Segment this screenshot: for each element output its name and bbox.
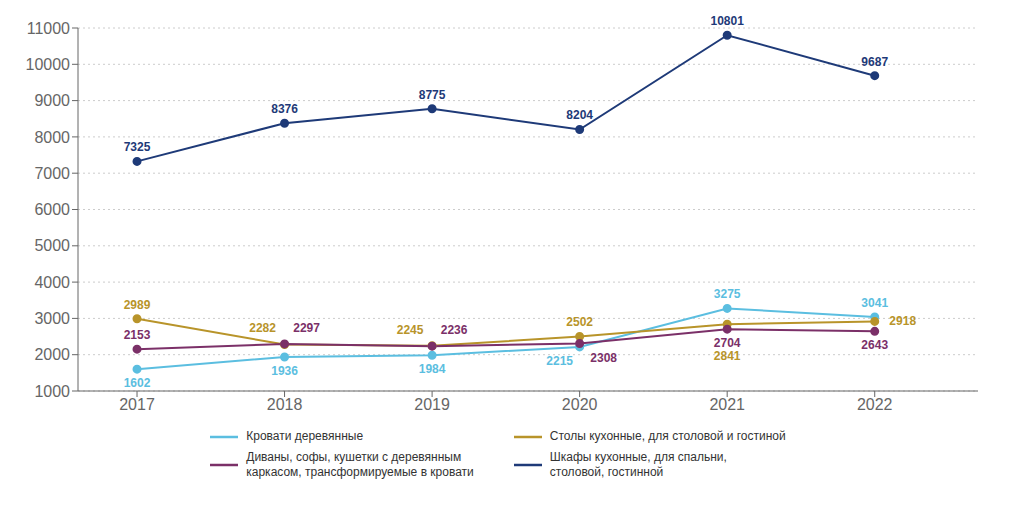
svg-text:2021: 2021 [709, 396, 745, 413]
svg-text:2236: 2236 [441, 323, 468, 337]
svg-text:2020: 2020 [562, 396, 598, 413]
html-text:Диваны, софы, кушетки с деревя: Диваны, софы, кушетки с деревянным карка… [246, 450, 474, 479]
html-text:Шкафы кухонные, для спальни, с: Шкафы кухонные, для спальни, столовой, г… [549, 450, 727, 479]
svg-text:8376: 8376 [271, 102, 298, 116]
svg-text:2017: 2017 [119, 396, 155, 413]
svg-text:2282: 2282 [249, 321, 276, 335]
svg-text:2308: 2308 [590, 351, 617, 365]
svg-text:2245: 2245 [397, 323, 424, 337]
svg-text:2022: 2022 [857, 396, 893, 413]
svg-text:6000: 6000 [34, 201, 70, 218]
svg-text:2704: 2704 [714, 336, 741, 350]
svg-text:5000: 5000 [34, 237, 70, 254]
svg-text:2989: 2989 [124, 298, 151, 312]
svg-text:7325: 7325 [124, 140, 151, 154]
svg-text:9687: 9687 [861, 55, 888, 69]
svg-text:8000: 8000 [34, 129, 70, 146]
svg-text:4000: 4000 [34, 274, 70, 291]
svg-text:1602: 1602 [124, 376, 151, 390]
html-text:Кровати деревянные: Кровати деревянные [246, 429, 364, 443]
svg-text:10000: 10000 [26, 56, 71, 73]
svg-text:2019: 2019 [414, 396, 450, 413]
svg-text:11000: 11000 [27, 20, 70, 37]
svg-text:1000: 1000 [34, 383, 70, 400]
svg-text:2000: 2000 [34, 346, 70, 363]
svg-text:8204: 8204 [566, 108, 593, 122]
html-text:Столы кухонные, для столовой и: Столы кухонные, для столовой и гостиной [549, 429, 786, 443]
svg-text:1984: 1984 [419, 362, 446, 376]
svg-text:3000: 3000 [34, 310, 70, 327]
svg-text:2297: 2297 [293, 321, 320, 335]
svg-text:2918: 2918 [889, 314, 916, 328]
svg-text:9000: 9000 [34, 92, 70, 109]
svg-text:2153: 2153 [124, 328, 151, 342]
svg-text:10801: 10801 [710, 14, 744, 28]
svg-text:2215: 2215 [546, 354, 573, 368]
svg-text:2018: 2018 [267, 396, 303, 413]
svg-text:1936: 1936 [271, 364, 298, 378]
svg-text:2502: 2502 [566, 315, 593, 329]
svg-text:2643: 2643 [861, 338, 888, 352]
svg-text:2841: 2841 [714, 349, 741, 363]
svg-text:3041: 3041 [861, 296, 888, 310]
svg-text:7000: 7000 [34, 165, 70, 182]
svg-text:3275: 3275 [714, 287, 741, 301]
svg-text:8775: 8775 [419, 88, 446, 102]
